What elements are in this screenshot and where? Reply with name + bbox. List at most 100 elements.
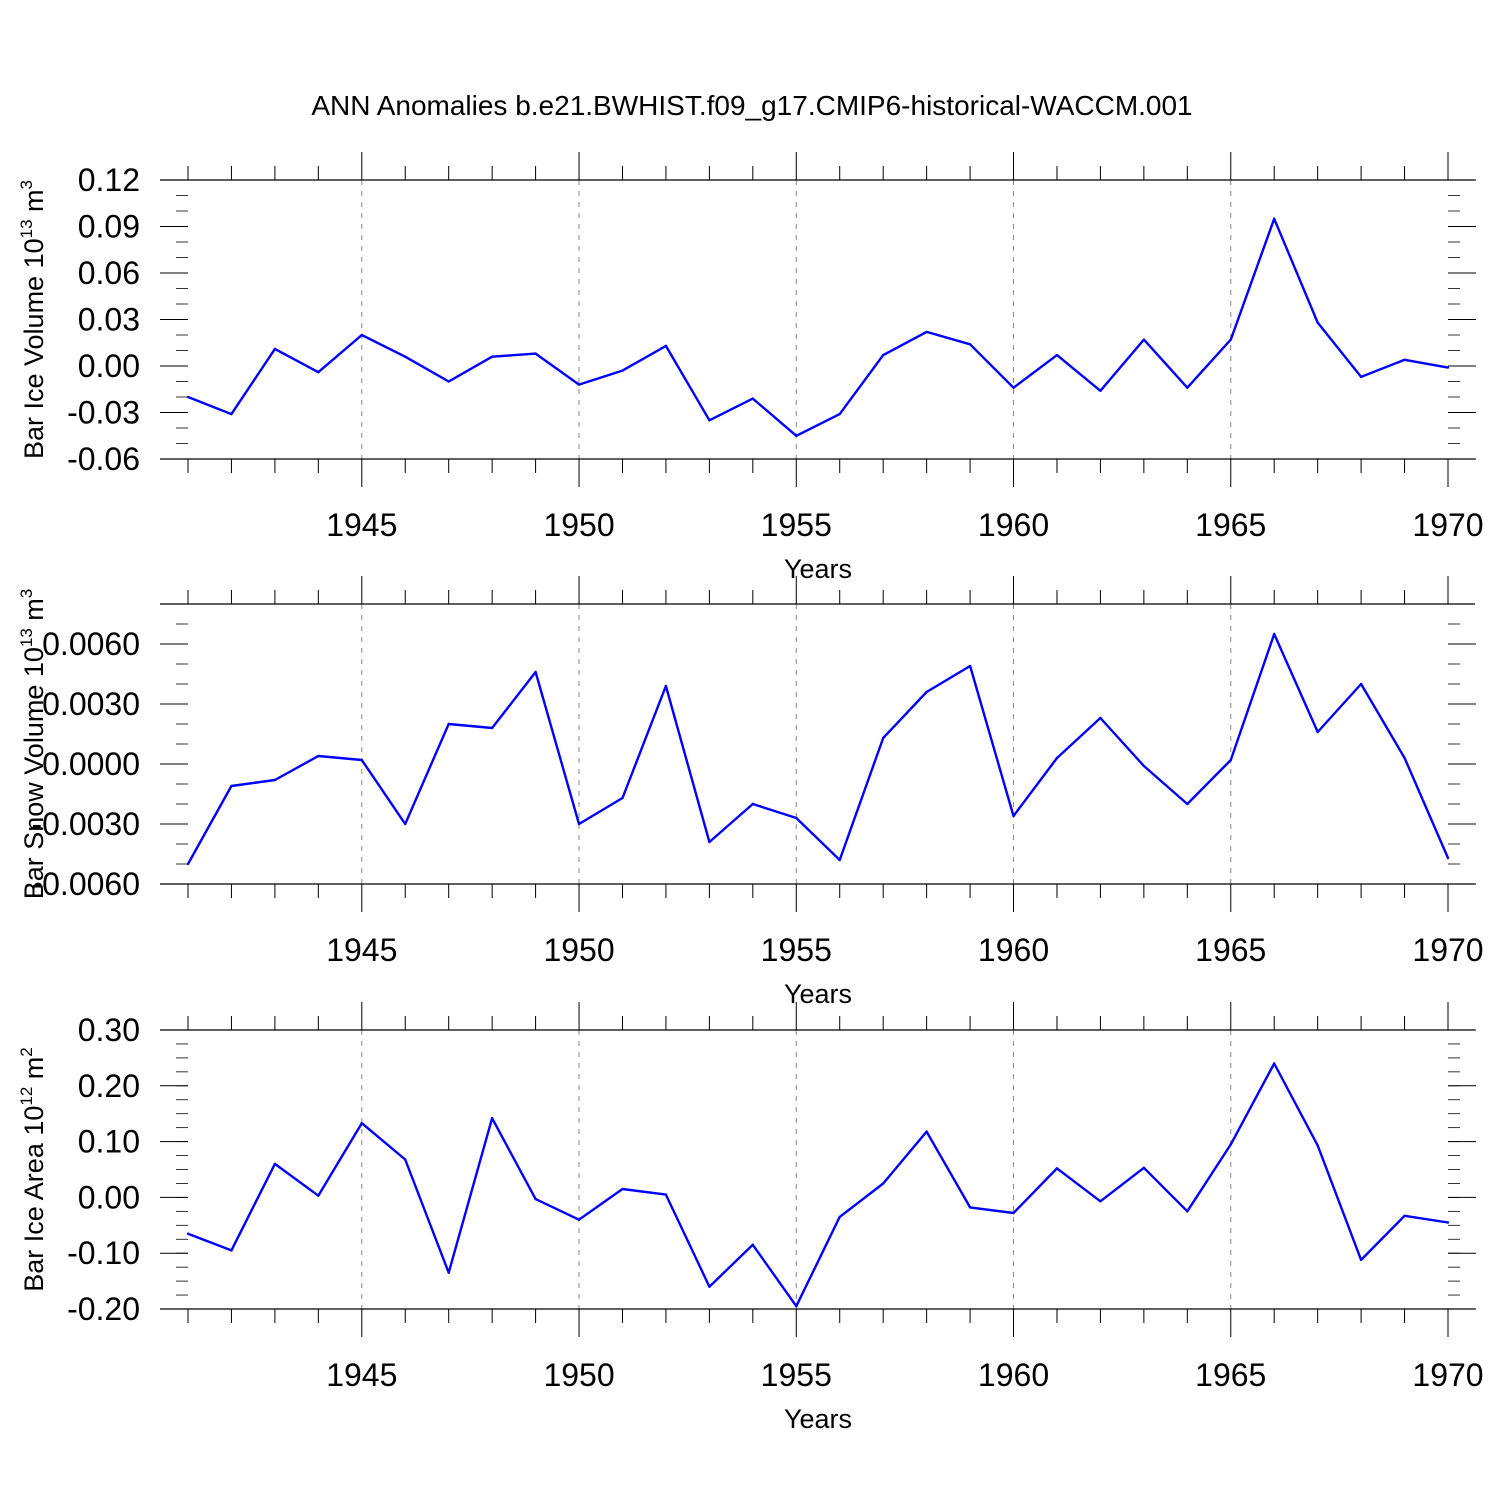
series-line [187, 217, 1449, 437]
y-tick-label: 0.20 [78, 1068, 140, 1104]
data-point [925, 690, 928, 694]
x-tick-label: 1965 [1195, 1357, 1266, 1393]
data-point [404, 822, 407, 826]
data-point [317, 1194, 320, 1197]
data-point [360, 333, 363, 337]
data-point [751, 802, 755, 806]
data-point [1055, 756, 1059, 760]
data-point [664, 1193, 668, 1196]
y-tick-label: -0.10 [67, 1235, 140, 1271]
data-point [1012, 814, 1015, 818]
data-point [621, 796, 624, 800]
data-point [1359, 1258, 1363, 1262]
series-line [187, 1062, 1449, 1308]
x-tick-label: 1965 [1195, 932, 1266, 968]
data-point [664, 344, 668, 348]
data-point [621, 1187, 624, 1191]
y-tick-label: -0.0060 [31, 866, 140, 902]
data-point [186, 1232, 190, 1235]
data-point [577, 1218, 581, 1221]
data-point [490, 1116, 494, 1120]
data-point [1229, 338, 1232, 341]
data-point [1316, 730, 1319, 734]
data-point [404, 1158, 407, 1161]
data-point [838, 858, 841, 862]
data-point [230, 412, 233, 416]
y-tick-label: 0.03 [78, 302, 140, 338]
x-tick-label: 1950 [543, 932, 614, 968]
data-point [881, 1182, 885, 1185]
chart-title: ANN Anomalies b.e21.BWHIST.f09_g17.CMIP6… [311, 90, 1192, 121]
data-point [1099, 389, 1102, 392]
data-point [490, 355, 494, 358]
y-tick-label: 0.06 [78, 255, 140, 291]
y-axis-label: Bar Ice Volume 1013 m3 [17, 180, 49, 459]
data-point [968, 664, 972, 668]
y-tick-label: 0.12 [78, 162, 140, 198]
data-point [534, 670, 537, 674]
x-tick-label: 1955 [761, 507, 832, 543]
data-point [230, 784, 233, 788]
data-point [360, 758, 363, 762]
data-point [621, 369, 624, 372]
data-point [881, 353, 885, 357]
data-point [230, 1249, 233, 1252]
panels: -0.06 -0.03 0.00 0.03 0.06 0.09 0.12 1945 1950 19… [17, 152, 1484, 1434]
x-tick-label: 1970 [1412, 1357, 1483, 1393]
y-tick-label: 0.0000 [42, 746, 140, 782]
y-tick-label: -0.0030 [31, 806, 140, 842]
data-point [795, 816, 798, 820]
data-point [1273, 217, 1276, 220]
data-point [1359, 682, 1363, 686]
y-axis-label: Bar Snow Volume 1013 m3 [17, 589, 49, 900]
y-tick-label: 0.30 [78, 1012, 140, 1048]
data-point [795, 1305, 798, 1308]
data-point [1142, 1166, 1146, 1170]
panel-1: -0.06 -0.03 0.00 0.03 0.06 0.09 0.12 1945 1950 19… [17, 152, 1484, 584]
data-point [577, 383, 581, 386]
x-tick-label: 1945 [326, 1357, 397, 1393]
data-point [1403, 358, 1406, 361]
data-point [577, 822, 581, 826]
data-point [447, 722, 450, 726]
data-point [1099, 1200, 1102, 1203]
data-point [360, 1121, 363, 1125]
data-point [1099, 716, 1102, 720]
data-point [534, 352, 537, 355]
series-line [186, 632, 1450, 865]
data-point [968, 1206, 972, 1209]
data-point [1316, 321, 1319, 324]
data-point [664, 684, 668, 688]
data-point [1359, 375, 1363, 379]
data-point [1186, 802, 1189, 806]
data-point [1273, 1062, 1276, 1065]
data-point [186, 395, 190, 399]
x-tick-label: 1955 [761, 932, 832, 968]
data-point [273, 347, 277, 351]
data-point [1273, 632, 1276, 636]
data-point [881, 736, 885, 740]
data-point [1446, 1221, 1450, 1224]
data-point [1055, 1167, 1059, 1170]
data-point [1012, 386, 1015, 389]
data-point [447, 380, 450, 383]
y-tick-label: 0.00 [78, 348, 140, 384]
data-point [273, 778, 277, 782]
y-tick-label: -0.03 [67, 395, 140, 431]
data-point [1403, 756, 1406, 760]
data-point [925, 330, 928, 334]
y-tick-label: 0.00 [78, 1179, 140, 1215]
panel-3: -0.20 -0.10 0.00 0.10 0.20 0.30 1945 1950 1955 19… [17, 1002, 1484, 1434]
data-point [1403, 1214, 1406, 1218]
panel-2: -0.0060 -0.0030 0.0000 0.0030 0.0060 1945 1950… [17, 576, 1484, 1009]
data-point [1316, 1144, 1319, 1147]
data-point [273, 1162, 277, 1166]
data-point [186, 862, 190, 866]
x-axis-label: Years [784, 979, 852, 1009]
y-tick-label: 0.09 [78, 209, 140, 245]
x-axis-label: Years [784, 554, 852, 584]
y-axis-label: Bar Ice Area 1012 m2 [17, 1047, 49, 1292]
data-point [490, 726, 494, 730]
y-tick-label: 0.10 [78, 1124, 140, 1160]
